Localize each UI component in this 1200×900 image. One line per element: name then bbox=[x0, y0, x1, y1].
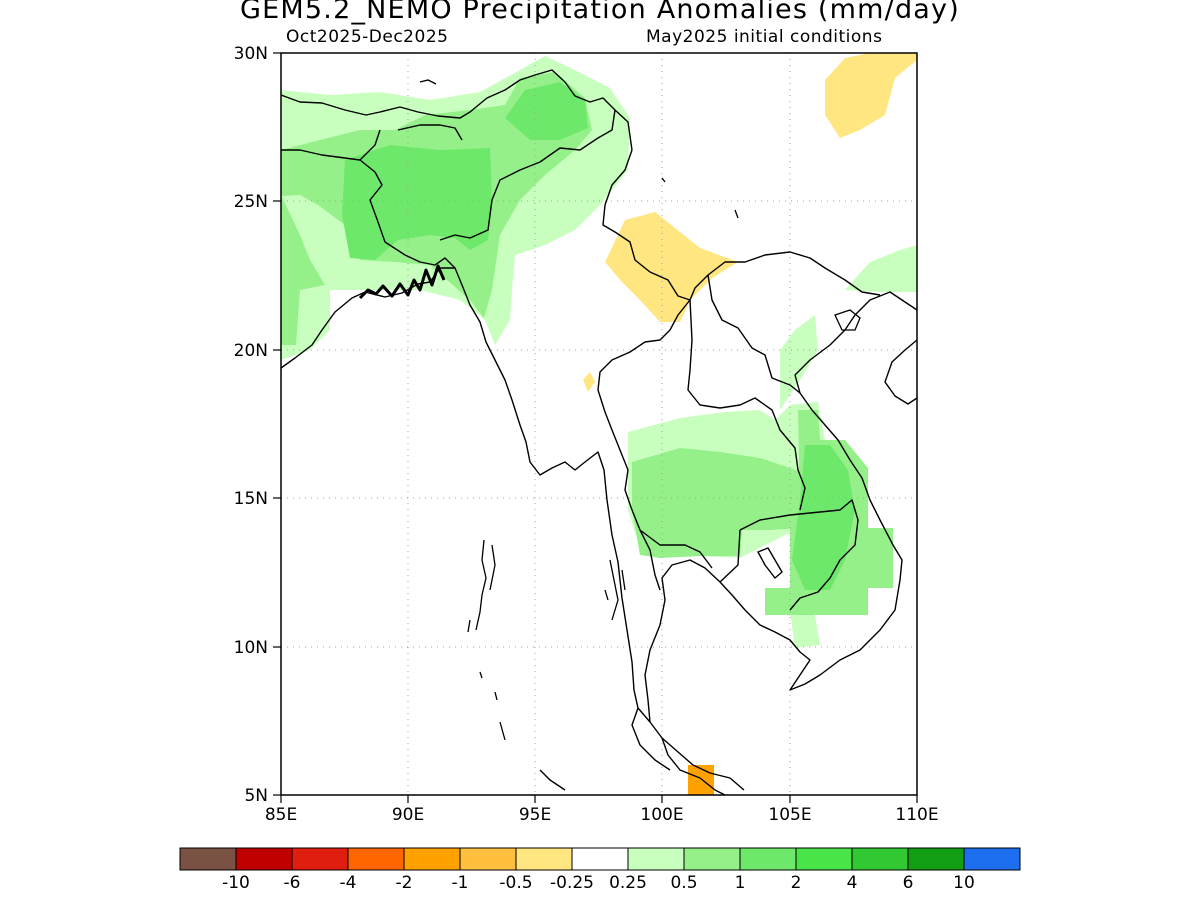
border-laos bbox=[687, 274, 806, 511]
coastline-malay-west bbox=[539, 707, 671, 791]
x-tick-95e: 95E bbox=[519, 805, 551, 825]
island-hainan bbox=[834, 309, 861, 331]
colorbar-label-9: 1 bbox=[735, 873, 746, 893]
colorbar-label-11: 4 bbox=[847, 873, 858, 893]
x-tick-110e: 110E bbox=[895, 805, 938, 825]
shade-yellow-yunnan bbox=[605, 212, 738, 322]
border-bangladesh bbox=[359, 109, 616, 269]
lake-tonle-sap bbox=[757, 547, 783, 579]
colorbar bbox=[179, 847, 1021, 871]
colorbar-box-9 bbox=[683, 847, 741, 871]
x-axis-labels: 85E 90E 95E 100E 105E 110E bbox=[265, 805, 939, 825]
y-tick-15n: 15N bbox=[234, 489, 268, 509]
x-tick-90e: 90E bbox=[392, 805, 424, 825]
colorbar-box-10 bbox=[739, 847, 797, 871]
colorbar-box-3 bbox=[347, 847, 405, 871]
colorbar-box-1 bbox=[235, 847, 293, 871]
andaman-islands-south bbox=[467, 619, 471, 633]
colorbar-box-11 bbox=[795, 847, 853, 871]
season-label: Oct2025-Dec2025 bbox=[286, 27, 449, 47]
initial-conditions-label: May2025 initial conditions bbox=[646, 27, 883, 47]
nicobar-islands bbox=[479, 671, 506, 741]
islands bbox=[419, 79, 861, 741]
border-himalaya bbox=[281, 69, 633, 151]
shade-light-green-east bbox=[845, 245, 917, 292]
map-title: GEM5.2_NEMO Precipitation Anomalies (mm/… bbox=[240, 0, 960, 25]
shade-light-green-gulf bbox=[790, 612, 820, 648]
border-bhutan bbox=[397, 124, 463, 141]
colorbar-label-8: 0.5 bbox=[670, 873, 697, 893]
tick-marks bbox=[273, 52, 918, 803]
colorbar-label-4: -1 bbox=[452, 873, 469, 893]
y-tick-30n: 30N bbox=[234, 44, 268, 64]
shade-orange-cell bbox=[688, 765, 714, 795]
gridlines bbox=[281, 53, 917, 795]
y-tick-25n: 25N bbox=[234, 192, 268, 212]
andaman-islands bbox=[475, 539, 496, 631]
coastline-gulf-of-tonkin bbox=[884, 339, 917, 405]
colorbar-label-12: 6 bbox=[903, 873, 914, 893]
colorbar-box-8 bbox=[627, 847, 685, 871]
mergui-islands bbox=[604, 559, 626, 621]
colorbar-label-5: -0.5 bbox=[499, 873, 532, 893]
map-frame bbox=[280, 52, 918, 796]
y-tick-10n: 10N bbox=[234, 638, 268, 658]
colorbar-box-5 bbox=[459, 847, 517, 871]
coastline-gulf-of-thailand bbox=[644, 291, 917, 723]
shade-green-core-vietnam bbox=[792, 445, 855, 590]
shade-green-indochina bbox=[632, 448, 820, 558]
colorbar-label-7: 0.25 bbox=[609, 873, 647, 893]
colorbar-box-6 bbox=[515, 847, 573, 871]
colorbar-label-10: 2 bbox=[791, 873, 802, 893]
border-thailand-inner bbox=[639, 529, 713, 569]
colorbar-box-4 bbox=[403, 847, 461, 871]
y-tick-20n: 20N bbox=[234, 341, 268, 361]
x-tick-85e: 85E bbox=[265, 805, 297, 825]
colorbar-box-12 bbox=[851, 847, 909, 871]
x-tick-105e: 105E bbox=[768, 805, 811, 825]
shade-yellow-northeast bbox=[825, 53, 917, 138]
shade-light-green-vietnam-north bbox=[780, 315, 818, 410]
shade-green-northeast bbox=[505, 82, 588, 140]
y-tick-5n: 5N bbox=[244, 786, 268, 806]
shade-green-core bbox=[342, 145, 492, 260]
anomaly-shading bbox=[281, 53, 917, 795]
colorbar-labels: -10 -6 -4 -2 -1 -0.5 -0.25 0.25 0.5 1 2 … bbox=[222, 873, 975, 893]
colorbar-box-13 bbox=[907, 847, 965, 871]
colorbar-label-13: 10 bbox=[953, 873, 975, 893]
colorbar-label-3: -2 bbox=[396, 873, 413, 893]
colorbar-label-6: -0.25 bbox=[550, 873, 594, 893]
colorbar-box-14 bbox=[963, 847, 1021, 871]
shade-yellow-spot bbox=[583, 372, 595, 392]
border-cambodia bbox=[719, 499, 859, 611]
island-north-spot bbox=[419, 79, 437, 85]
colorbar-label-0: -10 bbox=[222, 873, 250, 893]
colorbar-box-2 bbox=[291, 847, 349, 871]
shade-green-west-strip bbox=[281, 195, 325, 345]
colorbar-box-0 bbox=[179, 847, 237, 871]
x-tick-100e: 100E bbox=[640, 805, 683, 825]
y-axis-labels: 5N 10N 15N 20N 25N 30N bbox=[234, 44, 268, 806]
colorbar-box-7 bbox=[571, 847, 629, 871]
colorbar-label-2: -4 bbox=[340, 873, 357, 893]
border-nepal bbox=[281, 129, 381, 161]
coastline-malay-east bbox=[661, 737, 726, 795]
coastline-sundarbans bbox=[358, 264, 446, 300]
coastlines-borders bbox=[281, 69, 917, 795]
colorbar-label-1: -6 bbox=[284, 873, 301, 893]
island-small-ne bbox=[661, 177, 739, 219]
